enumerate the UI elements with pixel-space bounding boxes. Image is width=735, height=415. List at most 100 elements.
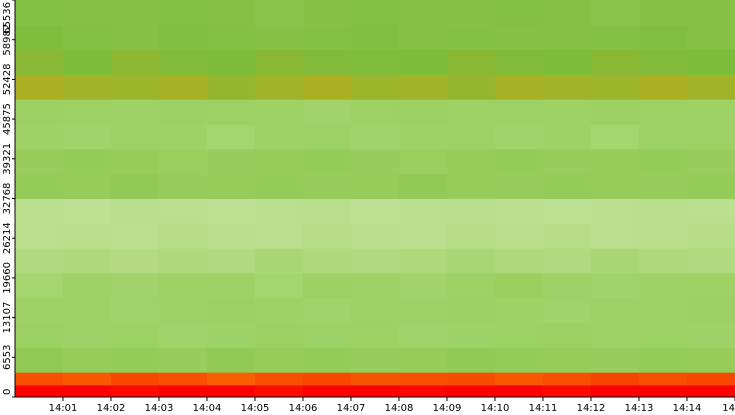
heat-cell bbox=[639, 322, 688, 348]
heat-cell bbox=[687, 0, 735, 26]
y-tick-label: 13107 bbox=[2, 302, 13, 334]
heat-cell bbox=[687, 297, 735, 324]
heat-cell bbox=[207, 223, 256, 249]
heat-cell bbox=[399, 297, 448, 324]
heat-cell bbox=[543, 0, 592, 26]
heat-cell bbox=[591, 124, 640, 150]
x-tick-label: 14:06 bbox=[289, 403, 318, 414]
heat-cell bbox=[63, 148, 112, 175]
heat-cell bbox=[447, 124, 496, 150]
heat-cell bbox=[111, 347, 160, 373]
heat-cell bbox=[207, 124, 256, 150]
heat-cell bbox=[399, 173, 448, 199]
heat-cell bbox=[591, 297, 640, 324]
heat-cell bbox=[591, 272, 640, 299]
heat-cell bbox=[207, 74, 256, 100]
heat-cell bbox=[495, 198, 544, 224]
heat-cell bbox=[447, 248, 496, 274]
heat-cell bbox=[255, 297, 304, 324]
heat-cell bbox=[303, 0, 352, 26]
heat-cell bbox=[207, 322, 256, 348]
heat-cell bbox=[63, 272, 112, 299]
heat-cell bbox=[63, 297, 112, 324]
y-tick-label: 19660 bbox=[2, 262, 13, 294]
heat-cell bbox=[63, 0, 112, 26]
heat-cell bbox=[399, 49, 448, 75]
heat-cell bbox=[351, 372, 400, 386]
heat-cell bbox=[255, 0, 304, 26]
heat-cell bbox=[255, 384, 304, 398]
heat-cell bbox=[255, 99, 304, 125]
heat-cell bbox=[591, 372, 640, 386]
heat-cell bbox=[159, 248, 208, 274]
heat-cell bbox=[159, 0, 208, 26]
x-tick-label: 14:08 bbox=[385, 403, 414, 414]
heat-cell bbox=[159, 347, 208, 373]
x-tick-label: 14:09 bbox=[433, 403, 462, 414]
heat-cell bbox=[687, 124, 735, 150]
heat-cell bbox=[495, 74, 544, 100]
heat-cell bbox=[15, 24, 64, 51]
heat-cell bbox=[639, 347, 688, 373]
heat-cell bbox=[639, 248, 688, 274]
heat-cell bbox=[447, 74, 496, 100]
heat-cell bbox=[111, 223, 160, 249]
heat-cell bbox=[351, 24, 400, 51]
heat-cell bbox=[159, 49, 208, 75]
heat-cell bbox=[303, 297, 352, 324]
heat-cell bbox=[639, 99, 688, 125]
heat-cell bbox=[543, 384, 592, 398]
heat-cell bbox=[15, 173, 64, 199]
heat-cell bbox=[255, 124, 304, 150]
heat-cell bbox=[591, 49, 640, 75]
heat-cell bbox=[399, 124, 448, 150]
heat-cell bbox=[15, 124, 64, 150]
heat-cell bbox=[351, 322, 400, 348]
heat-cell bbox=[495, 148, 544, 175]
heat-cell bbox=[639, 0, 688, 26]
heat-cell bbox=[495, 0, 544, 26]
heat-cell bbox=[591, 198, 640, 224]
heat-cell bbox=[591, 74, 640, 100]
heat-cell bbox=[159, 272, 208, 299]
heat-cell bbox=[687, 347, 735, 373]
heat-cell bbox=[351, 347, 400, 373]
heat-cell bbox=[639, 297, 688, 324]
heat-cell bbox=[687, 322, 735, 348]
y-tick-label: 6553 bbox=[2, 345, 13, 370]
heat-cell bbox=[255, 347, 304, 373]
heat-cell bbox=[303, 248, 352, 274]
heat-cell bbox=[447, 372, 496, 386]
heat-cell bbox=[543, 347, 592, 373]
heat-cell bbox=[159, 372, 208, 386]
heat-cell bbox=[543, 372, 592, 386]
heat-cell bbox=[399, 24, 448, 51]
y-tick-label: 45875 bbox=[2, 103, 13, 135]
heat-cell bbox=[495, 322, 544, 348]
heat-cell bbox=[255, 322, 304, 348]
heat-cell bbox=[447, 0, 496, 26]
y-tick-label: 32768 bbox=[2, 183, 13, 215]
heat-cell bbox=[15, 49, 64, 75]
heat-cell bbox=[303, 347, 352, 373]
y-tick-label: 0 bbox=[2, 389, 13, 395]
heat-cell bbox=[495, 173, 544, 199]
heat-cell bbox=[351, 0, 400, 26]
heat-cell bbox=[399, 198, 448, 224]
heat-cell bbox=[63, 248, 112, 274]
heat-cell bbox=[591, 223, 640, 249]
heat-cell bbox=[159, 198, 208, 224]
heat-cell bbox=[111, 0, 160, 26]
heat-cell bbox=[207, 198, 256, 224]
x-tick-label: 14:12 bbox=[577, 403, 606, 414]
heat-cell bbox=[159, 99, 208, 125]
heat-cell bbox=[591, 384, 640, 398]
heat-cell bbox=[399, 372, 448, 386]
heat-cell bbox=[447, 198, 496, 224]
heat-cell bbox=[111, 322, 160, 348]
heat-cell bbox=[447, 322, 496, 348]
heat-cell bbox=[159, 24, 208, 51]
heat-cell bbox=[447, 49, 496, 75]
heat-cell bbox=[495, 248, 544, 274]
